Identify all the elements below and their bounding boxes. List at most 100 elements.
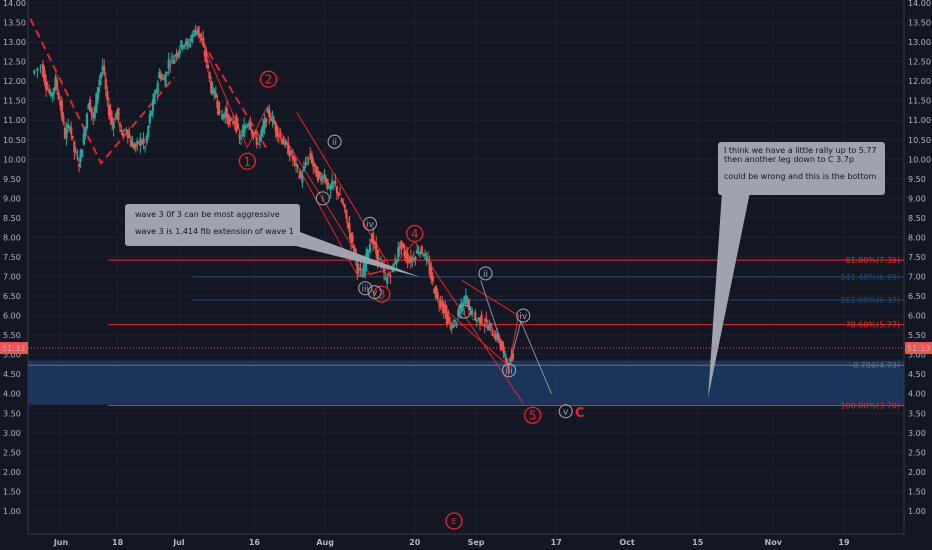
y-tick-left: 11.50	[3, 97, 26, 106]
y-tick-right: 7.50	[908, 253, 926, 262]
candle-body	[345, 209, 348, 219]
candle-body	[140, 141, 144, 144]
note1-line1: wave 3 0f 3 can be most aggressive	[135, 210, 280, 219]
candle-body	[313, 163, 317, 167]
wave-minor-label: v	[372, 288, 378, 298]
candle-body	[365, 248, 368, 264]
x-tick: 17	[551, 538, 562, 547]
candle-body	[199, 33, 202, 38]
candle-body	[461, 302, 464, 311]
candle-body	[370, 238, 373, 242]
candle-body	[357, 268, 361, 270]
y-tick-right: 13.50	[908, 19, 931, 28]
candle-body	[162, 77, 166, 80]
candle-body	[136, 140, 139, 144]
wave-major-label: 2	[265, 73, 273, 87]
candle-body	[405, 251, 408, 259]
wave-minor-label: i	[463, 308, 466, 318]
candle-body	[412, 258, 416, 261]
candle-body	[150, 110, 153, 116]
candle-body	[180, 40, 183, 48]
annotations: wave 3 0f 3 can be most aggressive wave 3…	[125, 142, 885, 398]
y-tick-left: 7.00	[3, 273, 21, 282]
candle-body	[260, 129, 263, 137]
candle-body	[494, 334, 497, 340]
candle-body	[122, 132, 125, 137]
wave-major-circle	[259, 70, 278, 88]
candle-body	[87, 104, 90, 110]
candle-body	[500, 342, 504, 351]
candle-body	[107, 105, 111, 116]
candle-body	[329, 185, 332, 191]
wave-minor-label: iv	[366, 220, 375, 230]
y-tick-right: 4.00	[908, 390, 926, 399]
candle-body	[213, 89, 216, 95]
candle-body	[497, 335, 500, 341]
candle-body	[117, 107, 120, 121]
candle-body	[266, 107, 269, 113]
candle-body	[450, 324, 453, 329]
candle-body	[224, 111, 227, 119]
y-tick-right: 9.50	[908, 175, 926, 184]
y-tick-right: 5.50	[908, 331, 926, 340]
wave-minor-label: iii	[505, 366, 513, 376]
x-tick: 20	[409, 538, 421, 547]
y-tick-left: 11.00	[3, 116, 26, 125]
candle-body	[62, 115, 65, 123]
x-tick: 19	[838, 538, 850, 547]
wave-minor-label: ii	[332, 138, 337, 148]
candle-body	[88, 99, 92, 112]
y-tick-left: 7.50	[3, 253, 21, 262]
candle-body	[282, 140, 285, 145]
candle-body	[172, 59, 175, 64]
candle-body	[144, 146, 147, 148]
candle-body	[304, 163, 307, 165]
candle-body	[389, 276, 392, 278]
wave-minor-label: iv	[519, 312, 528, 322]
candle-body	[254, 132, 257, 135]
wave-5-channel	[447, 280, 520, 368]
candle-body	[499, 339, 502, 347]
y-tick-right: 2.50	[908, 448, 926, 457]
candle-body	[142, 138, 145, 144]
candle-body	[348, 223, 351, 233]
candle-body	[277, 135, 280, 137]
candle-body	[81, 149, 84, 158]
candle-body	[43, 70, 46, 82]
candle-body	[195, 30, 199, 32]
candle-body	[414, 257, 417, 260]
candle-body	[191, 34, 194, 43]
candle-body	[145, 136, 148, 144]
y-tick-left: 13.00	[3, 38, 26, 47]
candle-body	[200, 38, 203, 41]
candle-body	[343, 204, 346, 209]
candle-body	[511, 353, 515, 360]
candle-body	[120, 129, 123, 132]
price-tag-left: 51:33	[2, 344, 25, 353]
y-tick-left: 3.00	[3, 429, 21, 438]
candle-body	[214, 92, 217, 98]
candle-body	[382, 266, 386, 273]
candle-body	[77, 163, 81, 167]
candle-body	[502, 346, 505, 353]
candle-body	[360, 276, 364, 278]
candle-body	[408, 261, 411, 263]
y-tick-right: 13.00	[908, 38, 931, 47]
candle-body	[271, 116, 274, 122]
candle-body	[453, 319, 456, 322]
candle-body	[247, 123, 250, 127]
candle-body	[219, 111, 222, 113]
y-tick-right: 2.00	[908, 468, 926, 477]
candle-body	[318, 171, 321, 177]
candle-body	[235, 115, 238, 132]
candle-body	[129, 139, 133, 147]
candle-body	[210, 81, 213, 93]
candle-body	[293, 156, 296, 162]
candle-body	[442, 304, 445, 313]
candle-body	[148, 113, 151, 124]
candle-body	[471, 310, 474, 316]
y-tick-left: 3.50	[3, 409, 21, 418]
y-tick-left: 6.00	[3, 312, 21, 321]
candle-body	[288, 150, 291, 157]
